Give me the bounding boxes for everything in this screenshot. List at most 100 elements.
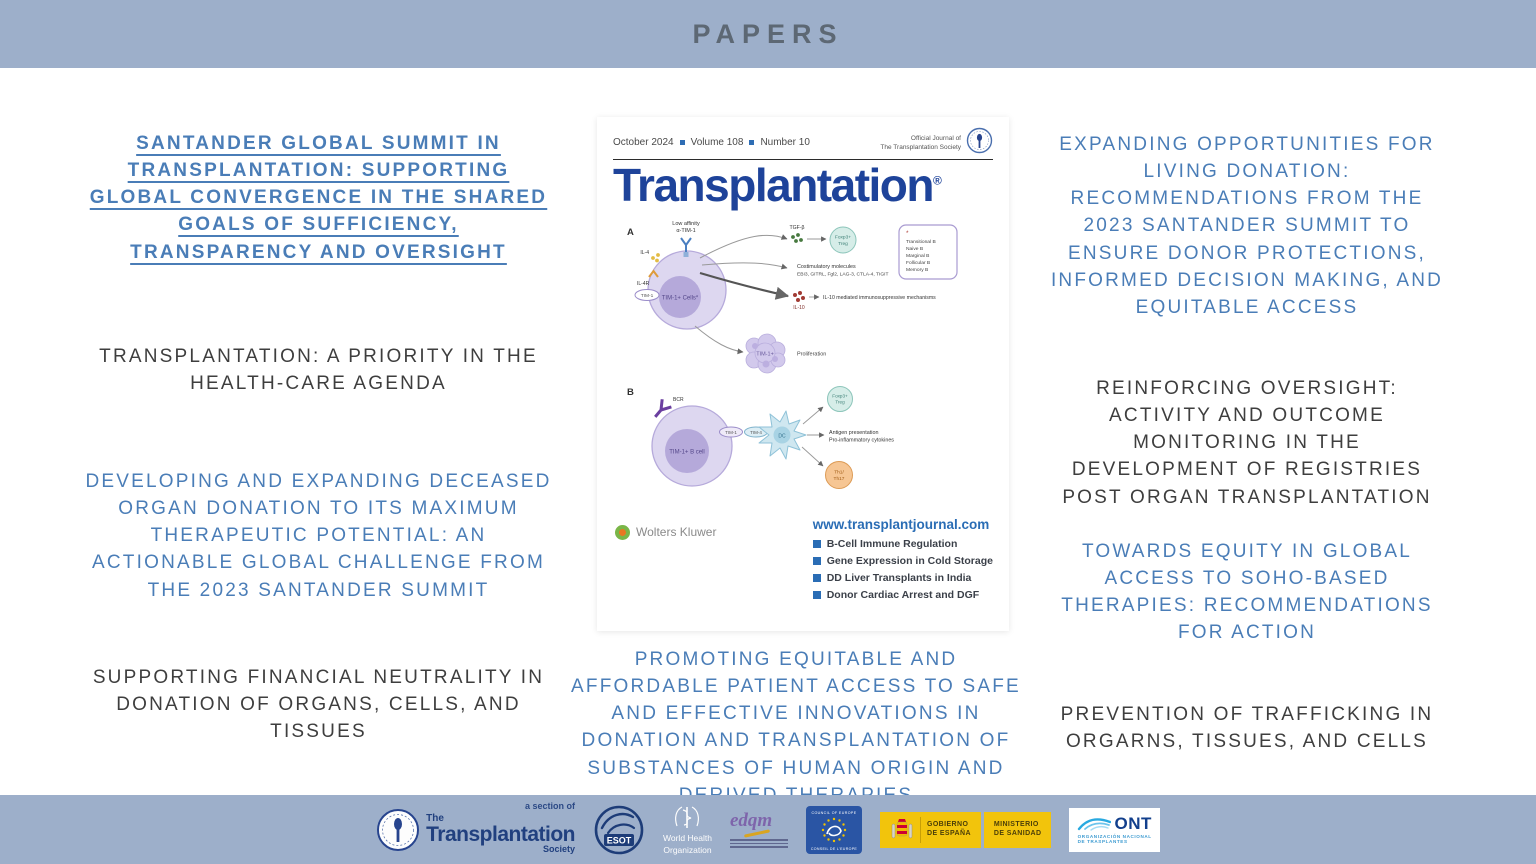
arrow-th (801, 446, 824, 466)
antibody-label-2: α-TIM-1 (676, 228, 695, 234)
legend-item: Marginal B (906, 253, 929, 259)
registered-mark: ® (932, 173, 942, 188)
who-name-line2: Organization (663, 844, 712, 855)
cover-highlights: www.transplantjournal.com B-Cell Immune … (812, 513, 993, 606)
official-journal-block: Official Journal of The Transplantation … (880, 127, 993, 154)
dc-nucleus (773, 426, 791, 444)
coe-label-bottom: CONSEIL DE L'EUROPE (811, 847, 857, 851)
tts-name: Transplantation (426, 822, 575, 846)
ministerio-text: MINISTERIO DE SANIDAD (994, 821, 1042, 839)
panel-b-nucleus (665, 428, 709, 473)
edqm-tagline-lines (729, 839, 788, 848)
paper-title-soho-equity[interactable]: TOWARDS EQUITY IN GLOBAL ACCESS TO SOHO-… (1061, 541, 1433, 644)
highlight-text: DD Liver Transplants in India (826, 571, 972, 584)
list-item: Gene Expression in Cold Storage (812, 554, 993, 567)
who-emblem-icon (675, 806, 700, 829)
highlight-text: Donor Cardiac Arrest and DGF (826, 588, 980, 601)
tts-seal-icon (966, 127, 993, 154)
costim-label-2: EBI3, GITRL, Fgl2, LAG-3, CTLA-4, TIGIT (797, 271, 889, 277)
bullet-square-icon (812, 573, 821, 582)
ont-top-row: ONT (1077, 815, 1151, 833)
highlight-text: Gene Expression in Cold Storage (826, 554, 993, 567)
edqm-logo: edqm (729, 810, 788, 848)
top-banner: PAPERS (0, 0, 1536, 68)
bullet-square-icon (812, 539, 821, 548)
ont-subtitle-line1: ORGANIZACIÓN NACIONAL (1077, 833, 1152, 839)
arrow-proliferation (694, 325, 744, 354)
bcr-label: BCR (673, 397, 684, 403)
cluster-nuclei (752, 342, 778, 368)
paper-title-living-donation[interactable]: EXPANDING OPPORTUNITIES FOR LIVING DONAT… (1050, 134, 1444, 318)
page-title: PAPERS (692, 18, 844, 49)
esot-icon: ESOT (594, 805, 644, 854)
treg-b-label-2: Treg (835, 399, 845, 404)
receptor-icon (683, 251, 689, 257)
coe-label-top: COUNCIL OF EUROPE (811, 811, 856, 815)
highlight-text: B-Cell Immune Regulation (826, 537, 958, 550)
proliferation-label: Proliferation (797, 351, 826, 357)
legend-item: Transitional B (906, 239, 936, 245)
ont-subtitle-line2: DE TRASPLANTES (1077, 838, 1128, 844)
ministerio-line1: MINISTERIO (993, 820, 1039, 828)
tim1-badge-a (634, 288, 660, 301)
official-line2: The Transplantation Society (880, 143, 961, 151)
il10-label: IL-10 (793, 305, 805, 311)
antigen-label-1: Antigen presentation (829, 430, 878, 436)
list-item: B-Cell Immune Regulation (812, 537, 993, 550)
treg-b-label-1: Foxp3+ (832, 393, 848, 398)
panel-a-cell-label: TIM-1+ Cells* (662, 295, 699, 301)
cover-rule (613, 159, 993, 160)
publisher-block: Wolters Kluwer (615, 524, 716, 540)
journal-website[interactable]: www.transplantjournal.com (812, 516, 990, 532)
list-item: DD Liver Transplants in India (812, 571, 993, 584)
legend-item: Follicular B (906, 260, 930, 266)
paper-title-deceased-donation[interactable]: DEVELOPING AND EXPANDING DECEASED ORGAN … (85, 471, 552, 601)
issue-volume: Volume 108 (690, 137, 744, 148)
coe-icon: COUNCIL OF EUROPE CONSEIL DE L'EUROPE (805, 805, 862, 854)
panel-a-nucleus (659, 275, 701, 318)
tim4-badge-label: TIM-4 (750, 430, 762, 435)
bcr-icon (654, 398, 672, 418)
tts-the: The (426, 812, 444, 824)
arrow-treg-b (802, 406, 824, 424)
tgfb-dots-icon (791, 232, 803, 243)
tts-wordmark: a section of The Transplantation Society (426, 801, 575, 854)
paper-title-equitable-access[interactable]: PROMOTING EQUITABLE AND AFFORDABLE PATIE… (571, 649, 1021, 806)
antigen-label-2: Pro-inflammatory cytokines (829, 437, 894, 443)
journal-title: Transplantation® (613, 160, 993, 211)
tts-logo: a section of The Transplantation Society (376, 801, 575, 854)
gobierno-line2: DE ESPAÑA (926, 829, 971, 837)
tts-section-of: a section of (524, 800, 575, 811)
paper-title-registries: REINFORCING OVERSIGHT: ACTIVITY AND OUTC… (1062, 378, 1432, 508)
official-line1: Official Journal of (910, 134, 961, 142)
edqm-wordmark: edqm (729, 810, 773, 832)
spain-coat-of-arms-icon (891, 818, 913, 838)
legend-star: * (906, 230, 909, 237)
tts-society: Society (542, 843, 575, 854)
ont-bird-icon (1078, 818, 1112, 831)
ont-subtitle: ORGANIZACIÓN NACIONAL DE TRASPLANTES (1077, 833, 1152, 844)
antibody-label-1: Low affinity (672, 221, 700, 227)
treg-a-label-2: Treg (838, 241, 848, 247)
dc-label: DC (778, 433, 786, 439)
ont-logo: ONT ORGANIZACIÓN NACIONAL DE TRASPLANTES (1069, 807, 1160, 852)
panel-b-cell-label: TIM-1+ B cell (669, 449, 705, 455)
tgfb-label: TGF-β (789, 225, 804, 231)
cover-figure: A TIM-1+ Cells* Low affinity α-TIM-1 IL-… (627, 221, 958, 489)
journal-cover: October 2024 Volume 108 Number 10 Offici… (597, 117, 1009, 631)
issue-line: October 2024 Volume 108 Number 10 (613, 127, 810, 148)
paper-title-santander-summit[interactable]: SANTANDER GLOBAL SUMMIT IN TRANSPLANTATI… (89, 133, 548, 263)
th-label-1: Th1/ (834, 469, 844, 475)
il4-label: IL-4 (640, 250, 649, 256)
gobierno-text: GOBIERNO DE ESPAÑA (927, 821, 971, 839)
legend-item: Memory B (906, 267, 928, 273)
tim1-badge-a-label: TIM-1 (641, 293, 654, 299)
footer-logo-bar: a section of The Transplantation Society… (0, 795, 1536, 864)
legend-box (898, 223, 958, 280)
cover-highlight-list: B-Cell Immune Regulation Gene Expression… (812, 537, 993, 601)
costim-label-1: Costimulatory molecules (797, 264, 856, 270)
bullet-square-icon (812, 590, 821, 599)
paper-title-trafficking: PREVENTION OF TRAFFICKING IN ORGARNS, TI… (1060, 704, 1434, 753)
antibody-icon (680, 237, 692, 253)
